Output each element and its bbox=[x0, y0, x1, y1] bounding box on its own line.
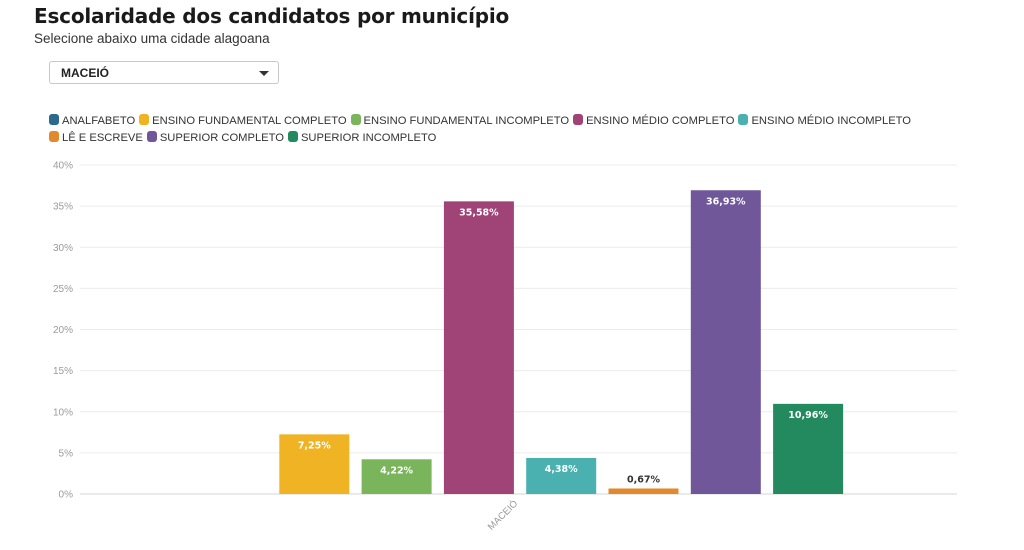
legend-item[interactable]: LÊ E ESCREVE bbox=[49, 130, 143, 147]
legend-item[interactable]: SUPERIOR INCOMPLETO bbox=[287, 130, 437, 147]
y-tick-label: 10% bbox=[53, 407, 73, 418]
data-label: 36,93% bbox=[706, 196, 746, 207]
legend-label: ENSINO MÉDIO INCOMPLETO bbox=[751, 115, 912, 127]
y-tick-label: 20% bbox=[53, 325, 73, 336]
bar bbox=[443, 201, 514, 495]
legend-swatch bbox=[139, 114, 150, 125]
data-label: 10,96% bbox=[788, 410, 828, 421]
bar bbox=[526, 457, 597, 494]
legend-label: ENSINO FUNDAMENTAL COMPLETO bbox=[152, 115, 347, 127]
legend-swatch bbox=[49, 131, 59, 142]
y-tick-label: 0% bbox=[59, 490, 74, 501]
legend-swatch bbox=[350, 114, 361, 125]
legend-swatch bbox=[146, 131, 157, 142]
legend-swatch bbox=[738, 114, 749, 125]
y-tick-label: 5% bbox=[59, 448, 74, 459]
data-label: 4,22% bbox=[380, 465, 413, 476]
legend-label: SUPERIOR COMPLETO bbox=[159, 132, 284, 144]
data-label: 4,38% bbox=[545, 464, 578, 475]
legend-label: ENSINO MÉDIO COMPLETO bbox=[586, 115, 735, 127]
city-select-value: MACEIÓ bbox=[61, 66, 109, 80]
legend-item[interactable]: ENSINO MÉDIO COMPLETO bbox=[573, 113, 734, 130]
data-label: 7,25% bbox=[298, 440, 331, 451]
bar bbox=[608, 488, 679, 494]
city-select-dropdown[interactable]: MACEIÓ bbox=[49, 61, 279, 84]
legend-label: SUPERIOR INCOMPLETO bbox=[300, 132, 437, 144]
bar bbox=[361, 459, 432, 494]
y-tick-label: 30% bbox=[53, 243, 73, 254]
legend-item[interactable]: ENSINO MÉDIO INCOMPLETO bbox=[738, 113, 911, 130]
chart-legend: ANALFABETO ENSINO FUNDAMENTAL COMPLETO ENS… bbox=[49, 113, 979, 147]
x-tick-label: MACEIÓ bbox=[486, 498, 520, 532]
data-label: 35,58% bbox=[459, 207, 499, 218]
legend-item[interactable]: ENSINO FUNDAMENTAL INCOMPLETO bbox=[350, 113, 570, 130]
chart-title: Escolaridade dos candidatos por municípi… bbox=[34, 4, 510, 28]
chevron-down-icon bbox=[259, 71, 269, 76]
bar bbox=[773, 403, 844, 494]
legend-item[interactable]: ANALFABETO bbox=[49, 113, 135, 130]
legend-item[interactable]: ENSINO FUNDAMENTAL COMPLETO bbox=[139, 113, 347, 130]
y-tick-label: 35% bbox=[53, 202, 73, 213]
y-tick-label: 25% bbox=[53, 284, 73, 295]
y-tick-label: 15% bbox=[53, 366, 73, 377]
legend-label: LÊ E ESCREVE bbox=[62, 132, 143, 144]
bar bbox=[690, 190, 761, 495]
legend-swatch bbox=[287, 131, 298, 142]
y-tick-label: 40% bbox=[53, 161, 73, 172]
legend-label: ENSINO FUNDAMENTAL INCOMPLETO bbox=[363, 115, 570, 127]
data-label: 0,67% bbox=[627, 474, 660, 485]
chart-subtitle: Selecione abaixo uma cidade alagoana bbox=[34, 31, 270, 46]
legend-label: ANALFABETO bbox=[62, 115, 136, 127]
legend-swatch bbox=[49, 114, 59, 125]
legend-swatch bbox=[573, 114, 584, 125]
legend-item[interactable]: SUPERIOR COMPLETO bbox=[146, 130, 284, 147]
bar bbox=[279, 434, 350, 494]
